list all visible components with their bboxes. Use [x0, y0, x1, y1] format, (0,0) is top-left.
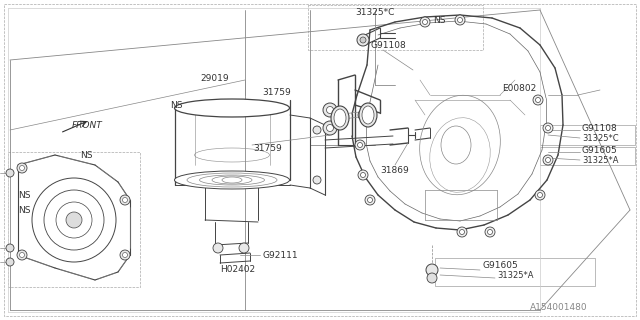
Circle shape	[543, 155, 553, 165]
Circle shape	[360, 37, 366, 43]
Circle shape	[426, 264, 438, 276]
Bar	[540, 147, 635, 165]
Text: E00802: E00802	[502, 84, 536, 92]
Circle shape	[120, 250, 130, 260]
Bar	[540, 125, 635, 145]
Ellipse shape	[331, 106, 349, 130]
Circle shape	[17, 163, 27, 173]
Text: 31759: 31759	[262, 87, 291, 97]
Circle shape	[323, 121, 337, 135]
Circle shape	[358, 110, 368, 120]
Circle shape	[367, 197, 372, 203]
Text: G91605: G91605	[482, 260, 518, 269]
Circle shape	[122, 197, 127, 203]
Text: A154001480: A154001480	[530, 303, 588, 313]
Circle shape	[488, 229, 493, 235]
Circle shape	[458, 18, 463, 22]
Circle shape	[17, 250, 27, 260]
Circle shape	[120, 195, 130, 205]
Text: 31325*C: 31325*C	[582, 133, 619, 142]
Circle shape	[543, 123, 553, 133]
Circle shape	[19, 165, 24, 171]
Circle shape	[538, 193, 543, 197]
Ellipse shape	[362, 106, 374, 124]
Text: H02402: H02402	[220, 266, 255, 275]
Circle shape	[6, 258, 14, 266]
Circle shape	[427, 273, 437, 283]
Ellipse shape	[359, 103, 377, 127]
Text: NS: NS	[80, 150, 93, 159]
Circle shape	[422, 20, 428, 25]
Text: NS: NS	[433, 15, 445, 25]
Ellipse shape	[334, 109, 346, 127]
Circle shape	[313, 126, 321, 134]
Circle shape	[6, 169, 14, 177]
Circle shape	[360, 113, 365, 117]
Circle shape	[19, 252, 24, 258]
Ellipse shape	[175, 171, 289, 189]
Ellipse shape	[175, 99, 289, 117]
Circle shape	[420, 17, 430, 27]
Circle shape	[365, 195, 375, 205]
Circle shape	[455, 15, 465, 25]
Circle shape	[460, 229, 465, 235]
Circle shape	[6, 244, 14, 252]
Circle shape	[485, 227, 495, 237]
Text: 29019: 29019	[200, 74, 228, 83]
Circle shape	[66, 212, 82, 228]
Circle shape	[358, 142, 362, 148]
Circle shape	[545, 157, 550, 163]
Circle shape	[355, 140, 365, 150]
Text: 31759: 31759	[253, 143, 282, 153]
Circle shape	[358, 170, 368, 180]
Text: NS: NS	[18, 190, 31, 199]
Circle shape	[323, 103, 337, 117]
Text: 31325*A: 31325*A	[497, 270, 534, 279]
Bar	[308, 5, 483, 50]
Circle shape	[357, 34, 369, 46]
Text: G91108: G91108	[582, 124, 618, 132]
Bar	[8, 152, 140, 287]
Text: 31869: 31869	[380, 165, 409, 174]
Circle shape	[326, 124, 333, 132]
Circle shape	[545, 125, 550, 131]
Circle shape	[122, 252, 127, 258]
Circle shape	[213, 243, 223, 253]
Text: FRONT: FRONT	[72, 121, 103, 130]
Circle shape	[360, 172, 365, 178]
Circle shape	[326, 107, 333, 114]
Text: G91605: G91605	[582, 146, 618, 155]
Bar	[435, 258, 595, 286]
Circle shape	[239, 243, 249, 253]
Text: 31325*C: 31325*C	[355, 7, 394, 17]
Circle shape	[535, 190, 545, 200]
Text: 31325*A: 31325*A	[582, 156, 618, 164]
Text: G91108: G91108	[370, 41, 406, 50]
Circle shape	[313, 176, 321, 184]
Circle shape	[536, 98, 541, 102]
Circle shape	[533, 95, 543, 105]
Text: G92111: G92111	[262, 251, 298, 260]
Circle shape	[457, 227, 467, 237]
Text: NS: NS	[170, 100, 182, 109]
Text: NS: NS	[18, 205, 31, 214]
